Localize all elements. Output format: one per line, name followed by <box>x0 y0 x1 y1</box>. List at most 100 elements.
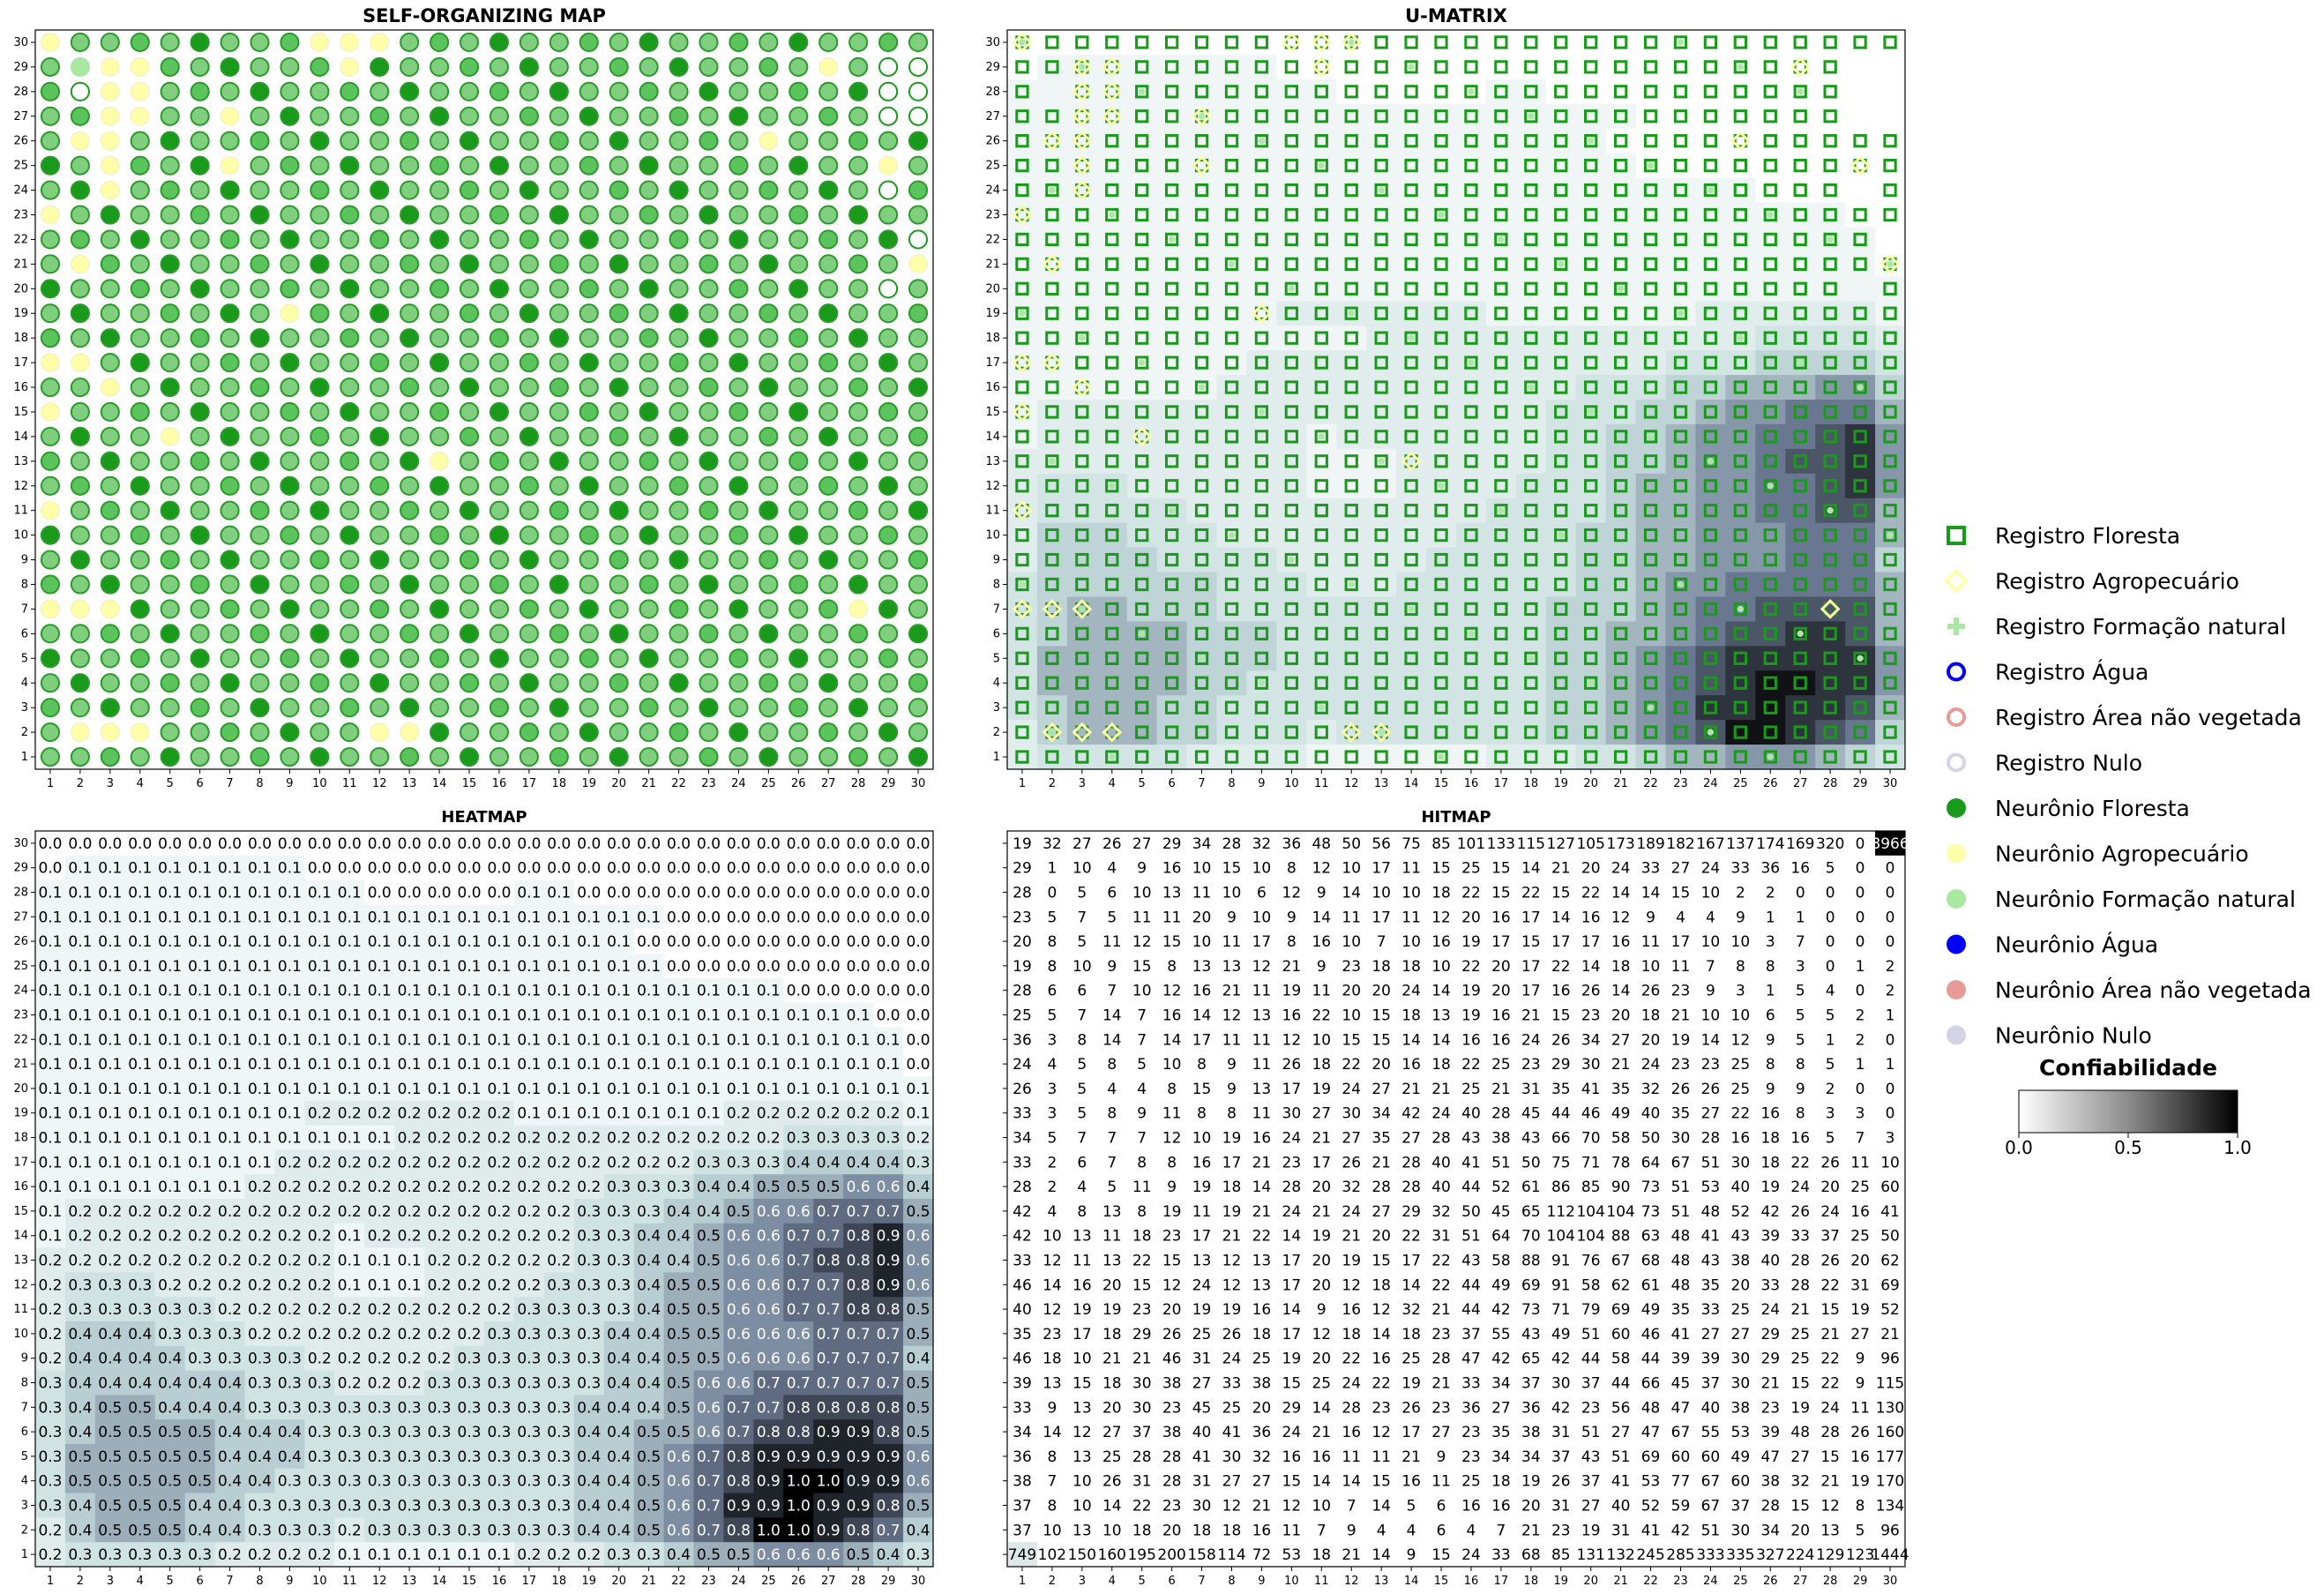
umatrix-record-floresta <box>1194 676 1209 690</box>
umatrix-cell <box>1276 326 1307 351</box>
umatrix-cell <box>1246 30 1277 56</box>
heatmap-value: 0.1 <box>38 958 62 976</box>
heatmap-value: 0.6 <box>817 1546 841 1564</box>
umatrix-record-floresta <box>1494 504 1508 518</box>
umatrix-cell <box>1815 646 1846 671</box>
heatmap-value: 0.3 <box>368 1498 392 1515</box>
umatrix-record-floresta <box>1733 504 1748 518</box>
umatrix-record-floresta <box>1015 552 1029 567</box>
umatrix-cell <box>1725 227 1756 252</box>
heatmap-value: 0.1 <box>158 1154 182 1171</box>
heatmap-x-tick-label: 24 <box>731 1575 746 1588</box>
umatrix-record-floresta <box>1793 85 1807 99</box>
heatmap-cell <box>513 831 545 857</box>
umatrix-cell <box>1216 301 1248 326</box>
som-neuron-floresta <box>310 81 330 101</box>
heatmap-value: 0.0 <box>907 860 930 878</box>
umatrix-cell <box>1276 227 1307 252</box>
umatrix-record-floresta <box>1015 405 1029 419</box>
umatrix-record-floresta <box>1554 528 1568 543</box>
som-neuron-floresta <box>908 648 929 669</box>
som-neuron-floresta <box>758 254 779 274</box>
umatrix-cell <box>1456 498 1487 524</box>
som-x-tick-label: 11 <box>342 777 357 790</box>
som-neuron-floresta <box>609 180 629 200</box>
umatrix-record-floresta <box>1554 504 1568 518</box>
heatmap-value: 0.2 <box>428 1351 452 1368</box>
heatmap-value: 0.3 <box>458 1522 482 1539</box>
som-neuron-agropecuario <box>908 254 929 274</box>
umatrix-record-floresta <box>1613 528 1628 543</box>
som-neuron-empty <box>878 180 899 200</box>
umatrix-cell <box>1545 79 1577 105</box>
heatmap-value: 0.0 <box>757 835 781 853</box>
umatrix-cell <box>1515 276 1547 302</box>
heatmap-value: 0.1 <box>907 1105 930 1123</box>
heatmap-value: 0.3 <box>787 1130 811 1148</box>
umatrix-record-floresta <box>1524 577 1538 592</box>
umatrix-record-floresta <box>1733 676 1748 690</box>
umatrix-cell <box>1336 128 1367 154</box>
umatrix-record-floresta <box>1703 700 1718 715</box>
umatrix-record-floresta <box>1404 281 1418 296</box>
umatrix-record-floresta <box>1105 479 1119 493</box>
som-neuron-floresta <box>459 599 480 619</box>
umatrix-cell <box>1635 301 1667 326</box>
heatmap-value: 0.3 <box>607 1228 631 1246</box>
heatmap-y-tick-label: 11 <box>13 1303 28 1316</box>
heatmap-value: 0.0 <box>847 835 871 853</box>
heatmap-value: 0.2 <box>158 1203 182 1221</box>
umatrix-cell <box>1096 596 1128 622</box>
umatrix-record-formacao-natural <box>1588 408 1595 415</box>
heatmap-cell <box>753 879 784 905</box>
heatmap-value: 0.3 <box>517 1522 541 1539</box>
som-neuron-floresta <box>878 353 899 373</box>
heatmap-value: 0.1 <box>398 1546 422 1564</box>
som-neuron-floresta <box>190 673 210 693</box>
som-neuron-floresta <box>519 279 539 299</box>
som-neuron-agropecuario <box>430 451 450 471</box>
umatrix-record-floresta <box>1584 552 1598 567</box>
som-neuron-floresta <box>699 229 719 250</box>
umatrix-record-floresta <box>1374 35 1388 49</box>
heatmap-value: 0.0 <box>877 909 900 926</box>
som-neuron-floresta <box>579 500 599 520</box>
som-neuron-floresta <box>758 303 779 324</box>
umatrix-record-floresta <box>1314 626 1328 641</box>
heatmap-cell <box>573 879 605 905</box>
heatmap-value: 0.1 <box>278 1130 302 1148</box>
umatrix-cell <box>1246 103 1277 130</box>
heatmap-value: 0.1 <box>398 909 422 926</box>
umatrix-cell <box>1755 596 1786 622</box>
umatrix-cell <box>1126 103 1158 130</box>
umatrix-record-floresta <box>1075 552 1089 567</box>
heatmap-value: 0.1 <box>487 983 511 1000</box>
heatmap-value: 0.1 <box>38 1056 62 1074</box>
som-neuron-floresta <box>758 106 779 126</box>
heatmap-cell <box>633 855 665 881</box>
umatrix-cell <box>1216 448 1248 475</box>
som-x-tick-label: 4 <box>137 777 144 790</box>
heatmap-value: 0.6 <box>907 1276 930 1294</box>
umatrix-cell <box>1456 30 1487 56</box>
umatrix-cell <box>1306 301 1337 326</box>
heatmap-value: 0.1 <box>398 1081 422 1098</box>
heatmap-value: 0.1 <box>607 933 631 951</box>
som-neuron-floresta <box>729 746 749 767</box>
som-neuron-floresta <box>878 229 899 250</box>
som-neuron-agropecuario <box>70 599 90 619</box>
heatmap-cell <box>94 855 126 881</box>
umatrix-record-floresta <box>1584 158 1598 173</box>
heatmap-value: 0.4 <box>98 1375 122 1393</box>
umatrix-cell <box>1575 251 1607 277</box>
som-neuron-floresta <box>340 81 360 101</box>
heatmap-value: 0.2 <box>428 1179 452 1196</box>
umatrix-record-formacao-natural <box>1468 359 1475 366</box>
umatrix-y-tick-label: 8 <box>993 579 1000 592</box>
umatrix-cell <box>1007 375 1038 400</box>
heatmap-value: 0.1 <box>38 1007 62 1025</box>
heatmap-value: 0.4 <box>218 1448 242 1466</box>
som-neuron-floresta <box>609 303 629 324</box>
som-neuron-floresta <box>250 81 270 101</box>
som-neuron-floresta <box>310 377 330 398</box>
